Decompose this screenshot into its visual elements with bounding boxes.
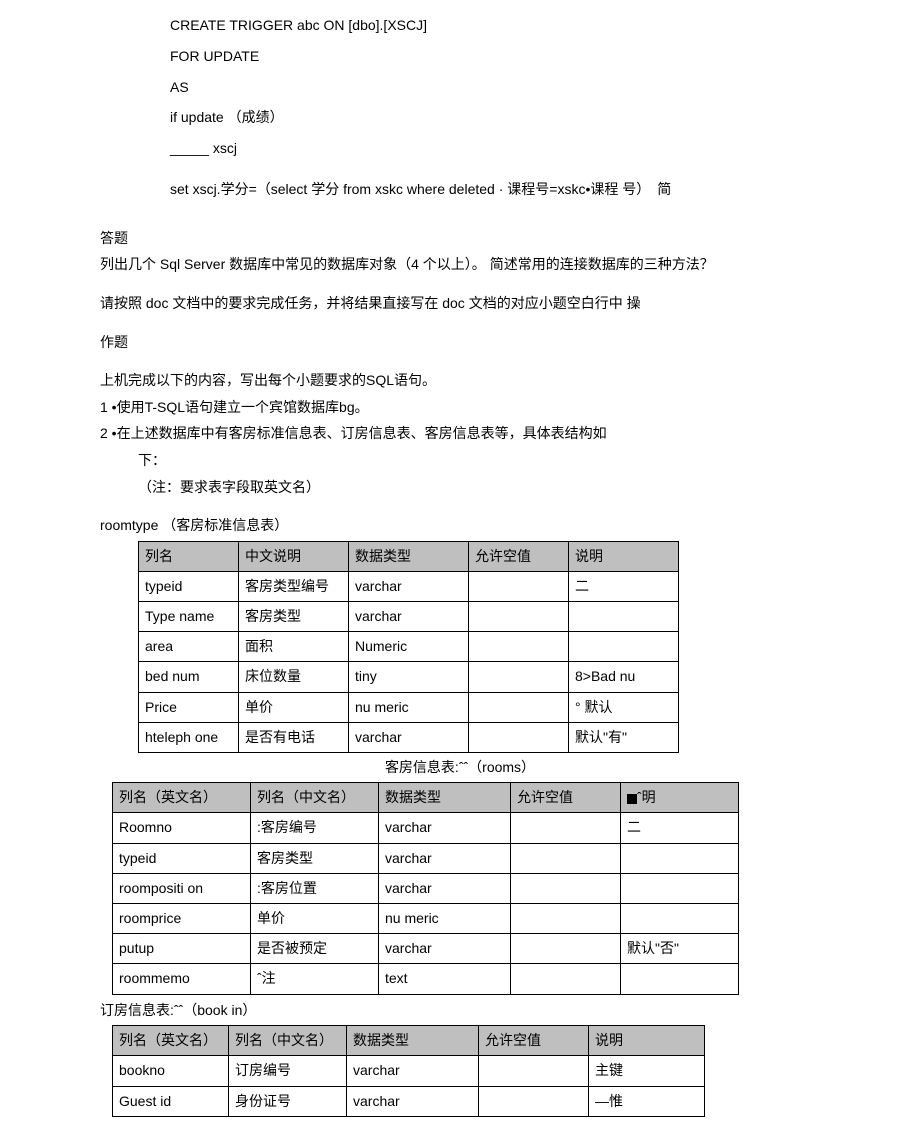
table-header: 列名（英文名）	[113, 1026, 229, 1056]
instruction-paragraph: 请按照 doc 文档中的要求完成任务，并将结果直接写在 doc 文档的对应小题空…	[100, 290, 820, 317]
table-row: putup是否被预定varchar默认"否"	[113, 934, 739, 964]
table-header-row: 列名 中文说明 数据类型 允许空值 说明	[139, 541, 679, 571]
table-row: roomprice单价nu meric	[113, 903, 739, 933]
table-row: roommemoˆ注text	[113, 964, 739, 994]
table-row: typeid客房类型编号varchar二	[139, 571, 679, 601]
table-header: 数据类型	[349, 541, 469, 571]
paragraph: 请按照 doc 文档中的要求完成任务，并将结果直接写在 doc 文档的对应小题空…	[100, 290, 820, 317]
table-header-row: 列名（英文名） 列名（中文名） 数据类型 允许空值 ˆ明	[113, 783, 739, 813]
paragraph: 上机完成以下的内容，写出每个小题要求的SQL语句。	[100, 367, 820, 394]
roomtype-table: 列名 中文说明 数据类型 允许空值 说明 typeid客房类型编号varchar…	[138, 541, 679, 753]
section-title: 作题	[100, 329, 820, 356]
table-header: ˆ明	[621, 783, 739, 813]
table-header: 允许空值	[469, 541, 569, 571]
table-header: 数据类型	[347, 1026, 479, 1056]
square-icon	[627, 794, 637, 804]
table-row: Guest id身份证号varchar—惟	[113, 1086, 705, 1116]
code-line: if update （成绩）	[170, 102, 820, 133]
code-line: _____ xscj	[170, 133, 820, 164]
code-line: FOR UPDATE	[170, 41, 820, 72]
table2-caption: 客房信息表:ˆˆ（rooms）	[100, 755, 820, 780]
list-item: 1 •使用T-SQL语句建立一个宾馆数据库bg。	[100, 394, 820, 421]
work-section: 作题	[100, 329, 820, 356]
list-item-cont: 下：	[138, 447, 820, 474]
table-header-row: 列名（英文名） 列名（中文名） 数据类型 允许空值 说明	[113, 1026, 705, 1056]
table-row: area面积Numeric	[139, 632, 679, 662]
table1-label: roomtype （客房标准信息表）	[100, 512, 820, 539]
code-line: set xscj.学分=（select 学分 from xskc where d…	[170, 174, 820, 205]
list-item: 2 •在上述数据库中有客房标准信息表、订房信息表、客房信息表等，具体表结构如	[100, 420, 820, 447]
answer-section: 答题 列出几个 Sql Server 数据库中常见的数据库对象（4 个以上）。 …	[100, 225, 820, 278]
code-block: CREATE TRIGGER abc ON [dbo].[XSCJ] FOR U…	[170, 10, 820, 205]
code-line: AS	[170, 72, 820, 103]
table-header: 说明	[589, 1026, 705, 1056]
table-row: typeid客房类型varchar	[113, 843, 739, 873]
table-row: bookno订房编号varchar主键	[113, 1056, 705, 1086]
table3-label: 订房信息表:ˆˆ（book in）	[100, 997, 820, 1024]
table-row: Roomno:客房编号varchar二	[113, 813, 739, 843]
table-row: Price单价nu meric° 默认	[139, 692, 679, 722]
table-header: 列名（中文名）	[229, 1026, 347, 1056]
table-header: 列名	[139, 541, 239, 571]
bookin-table: 列名（英文名） 列名（中文名） 数据类型 允许空值 说明 bookno订房编号v…	[112, 1025, 705, 1117]
code-line: CREATE TRIGGER abc ON [dbo].[XSCJ]	[170, 10, 820, 41]
table-row: bed num床位数量tiny8>Bad nu	[139, 662, 679, 692]
table-header: 列名（英文名）	[113, 783, 251, 813]
table-row: hteleph one是否有电话varchar默认"有"	[139, 722, 679, 752]
table-header: 说明	[569, 541, 679, 571]
table-header: 允许空值	[511, 783, 621, 813]
table-header: 列名（中文名）	[251, 783, 379, 813]
table-header: 数据类型	[379, 783, 511, 813]
rooms-table: 列名（英文名） 列名（中文名） 数据类型 允许空值 ˆ明 Roomno:客房编号…	[112, 782, 739, 994]
table-row: roompositi on:客房位置varchar	[113, 873, 739, 903]
table-header: 允许空值	[479, 1026, 589, 1056]
table-row: Type name客房类型varchar	[139, 602, 679, 632]
note: （注：要求表字段取英文名）	[138, 474, 820, 501]
table-header: 中文说明	[239, 541, 349, 571]
section-title: 答题	[100, 225, 820, 252]
task-list: 上机完成以下的内容，写出每个小题要求的SQL语句。 1 •使用T-SQL语句建立…	[100, 367, 820, 500]
paragraph: 列出几个 Sql Server 数据库中常见的数据库对象（4 个以上）。 简述常…	[100, 251, 820, 278]
